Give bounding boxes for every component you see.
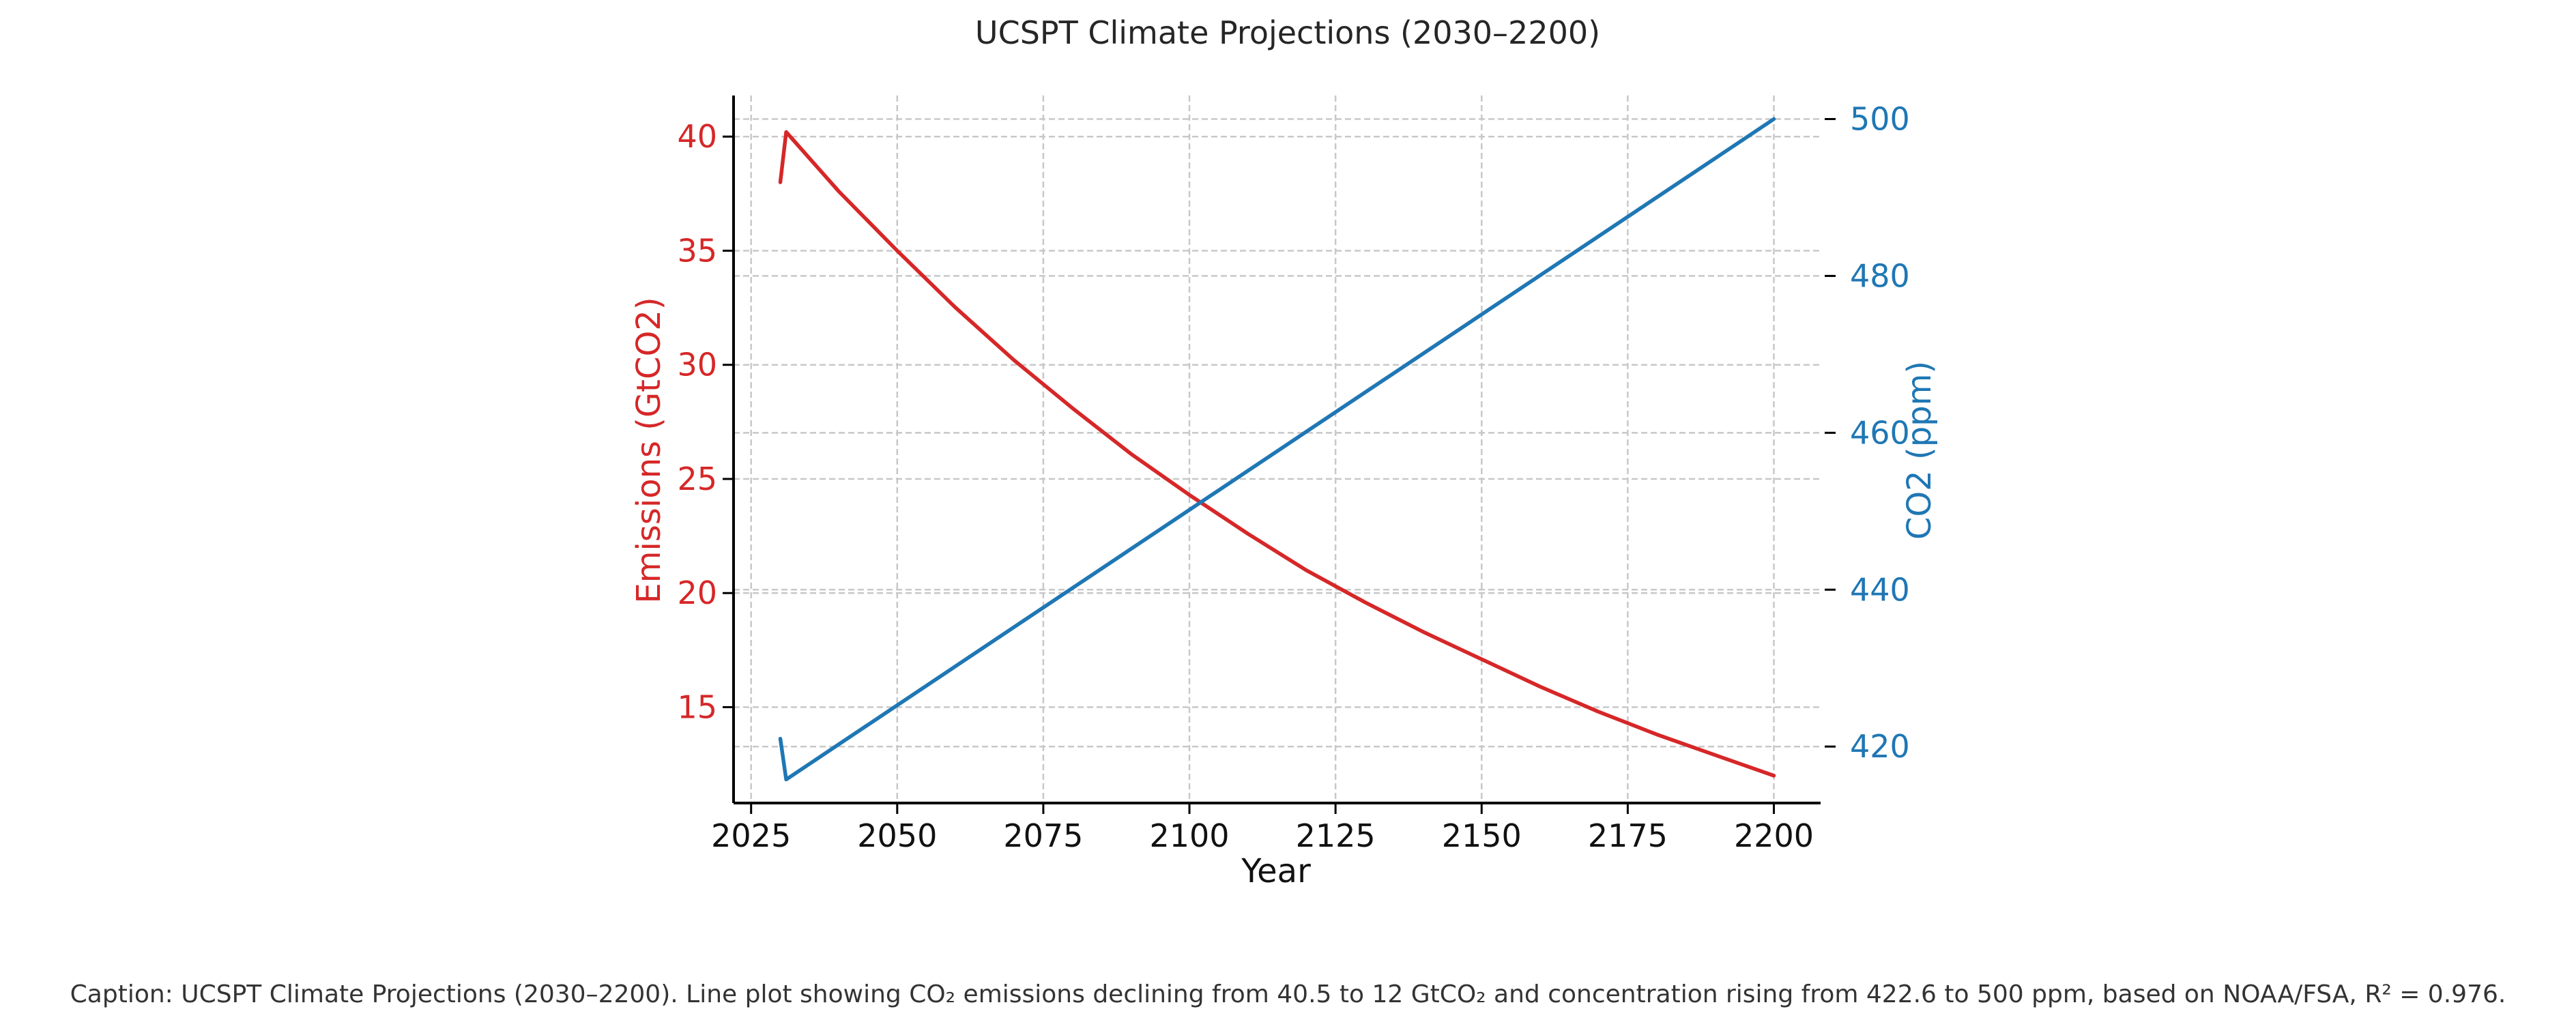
left-y-tick-label: 15 [677,689,717,726]
x-tick-label: 2200 [1734,817,1814,854]
grid [734,96,1821,803]
x-tick-label: 2125 [1296,817,1376,854]
right-y-tick-label: 460 [1850,414,1910,451]
left-y-axis-label: Emissions (GtCO2) [630,297,668,603]
left-y-tick-label: 20 [677,574,717,611]
x-tick-label: 2025 [711,817,791,854]
right-y-tick-label: 420 [1850,728,1910,765]
series-line-left [778,130,1776,778]
right-y-tick-label: 480 [1850,257,1910,294]
right-y-tick-label: 440 [1850,571,1910,608]
left-y-tick-label: 25 [677,461,717,497]
x-tick-label: 2075 [1003,817,1083,854]
left-y-tick-label: 30 [677,347,717,383]
x-tick-label: 2050 [857,817,937,854]
right-y-tick-label: 500 [1850,100,1910,137]
x-tick-label: 2175 [1588,817,1668,854]
axes: 2025 2050 2075 2100 2125 2150 2175 220015202530… [677,96,1910,854]
series-layer [778,117,1776,782]
left-y-tick-label: 35 [677,232,717,269]
x-tick-label: 2100 [1149,817,1229,854]
caption: Caption: UCSPT Climate Projections (2030… [70,980,2506,1008]
x-axis-label: Year [1241,852,1311,890]
left-y-tick-label: 40 [677,118,717,155]
chart-title: UCSPT Climate Projections (2030–2200) [975,14,1600,51]
x-tick-label: 2150 [1442,817,1522,854]
series-line-right [778,117,1776,782]
right-y-axis-label: CO2 (ppm) [1900,361,1939,540]
